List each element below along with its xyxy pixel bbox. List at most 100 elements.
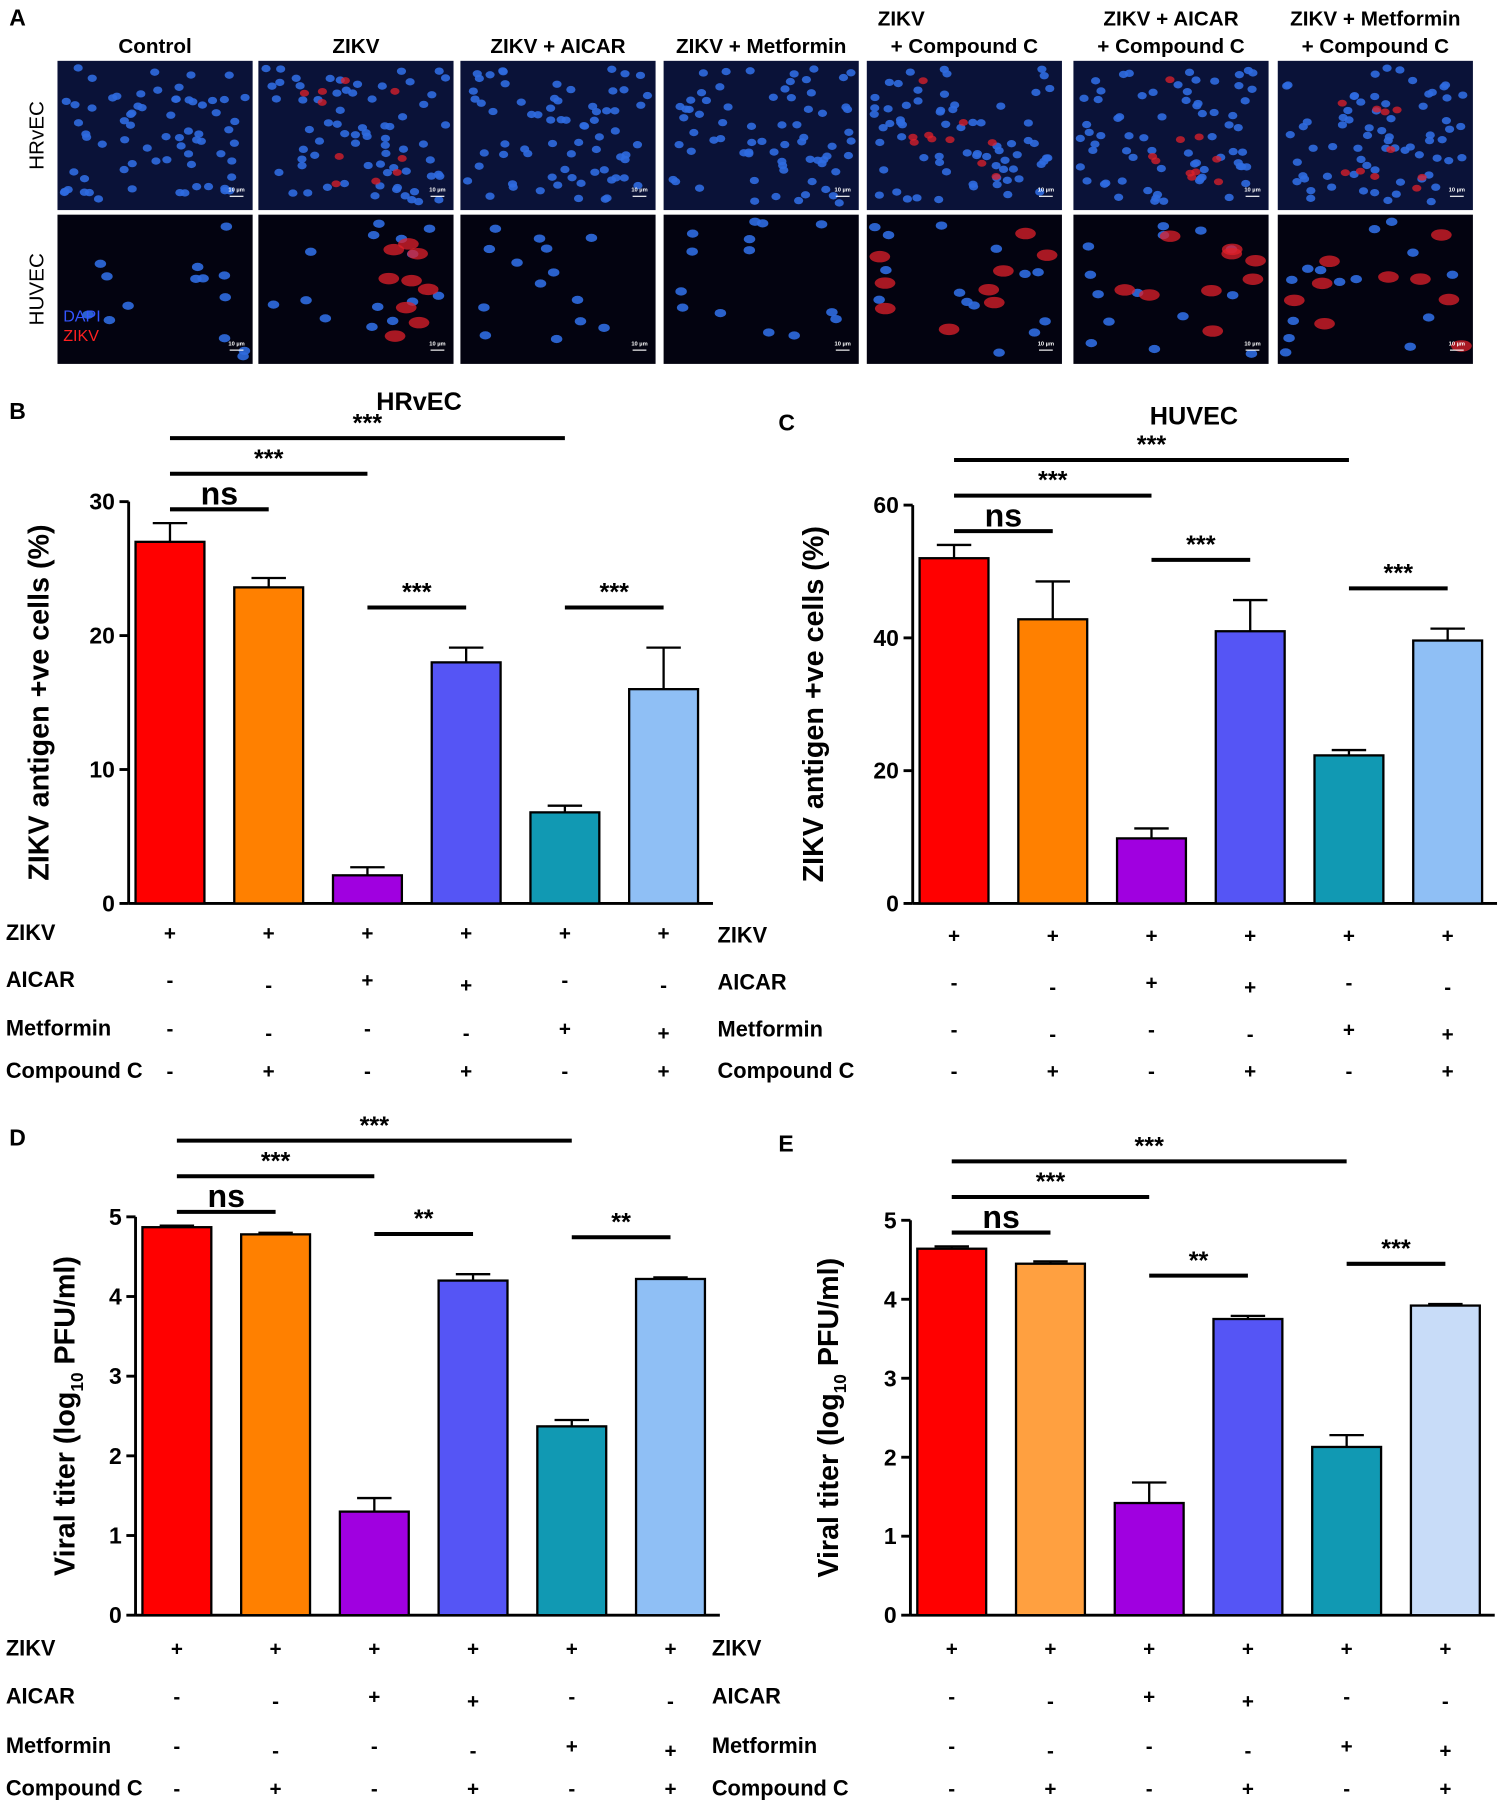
nucleus xyxy=(1285,131,1295,139)
nucleus xyxy=(216,150,226,158)
y-tick-label: 2 xyxy=(109,1443,122,1469)
treatment-sign: + xyxy=(948,924,960,947)
nucleus xyxy=(413,197,424,206)
nucleus xyxy=(778,161,788,170)
scale-label: 10 µm xyxy=(835,342,851,348)
treatment-sign: + xyxy=(1439,1777,1451,1800)
nucleus xyxy=(633,181,643,190)
virus-stain xyxy=(334,153,344,160)
treatment-sign: + xyxy=(368,1686,380,1709)
nucleus xyxy=(893,79,903,88)
virus-stain xyxy=(1386,146,1396,154)
virus-stain xyxy=(398,238,419,250)
nucleus xyxy=(610,107,620,115)
nucleus xyxy=(1350,274,1362,284)
treatment-sign: + xyxy=(658,1022,670,1045)
nucleus xyxy=(993,348,1005,357)
nucleus xyxy=(608,87,618,95)
nucleus xyxy=(1209,108,1219,117)
nucleus xyxy=(79,188,89,196)
treatment-sign: - xyxy=(1049,976,1056,999)
nucleus xyxy=(674,140,684,149)
nucleus xyxy=(1150,197,1160,205)
significance-label: ns xyxy=(207,1178,245,1214)
nucleus xyxy=(556,116,566,124)
nucleus xyxy=(1302,264,1314,273)
nucleus xyxy=(826,308,838,317)
nucleus xyxy=(935,221,948,230)
y-tick-label: 5 xyxy=(109,1204,122,1230)
nucleus xyxy=(935,108,945,116)
nucleus xyxy=(516,98,526,106)
significance-label: *** xyxy=(402,579,432,607)
nucleus xyxy=(675,287,687,296)
nucleus xyxy=(897,133,907,141)
nucleus xyxy=(523,149,533,158)
nucleus xyxy=(297,161,307,170)
nucleus xyxy=(1292,158,1302,166)
nucleus xyxy=(1183,149,1193,157)
nucleus xyxy=(73,119,84,127)
treatment-sign: + xyxy=(361,922,373,945)
virus-stain xyxy=(938,323,960,336)
nucleus xyxy=(786,94,796,102)
nucleus xyxy=(108,94,118,102)
virus-stain xyxy=(390,87,400,95)
nucleus xyxy=(934,158,945,167)
virus-stain xyxy=(1242,273,1264,285)
nucleus xyxy=(440,74,451,82)
nucleus xyxy=(696,89,707,97)
bar xyxy=(233,586,305,905)
nucleus xyxy=(1182,88,1192,96)
virus-stain xyxy=(945,136,955,144)
treatment-sign: - xyxy=(1343,1686,1350,1709)
nucleus xyxy=(996,102,1006,110)
significance-label: *** xyxy=(1384,560,1414,588)
scale-label: 10 µm xyxy=(1244,342,1260,348)
virus-stain xyxy=(1438,293,1460,306)
treatment-sign: - xyxy=(470,1740,477,1763)
nucleus xyxy=(830,314,842,324)
nucleus xyxy=(191,262,204,272)
nucleus xyxy=(882,230,895,240)
nucleus xyxy=(1382,64,1392,72)
nucleus xyxy=(1439,83,1449,91)
treatment-sign: - xyxy=(265,974,272,997)
virus-stain xyxy=(1202,325,1224,337)
nucleus xyxy=(127,185,137,193)
bar xyxy=(430,661,502,905)
treatment-sign: + xyxy=(1044,1637,1056,1660)
nucleus xyxy=(488,107,498,116)
nucleus xyxy=(718,118,728,127)
y-tick-label: 0 xyxy=(109,1602,122,1628)
nucleus xyxy=(1091,77,1101,85)
treatment-sign: - xyxy=(951,1060,958,1083)
nucleus xyxy=(485,192,495,200)
nucleus xyxy=(1444,125,1455,133)
nucleus xyxy=(468,87,478,95)
significance-label: ns xyxy=(201,476,239,512)
treatment-sign: + xyxy=(566,1637,578,1660)
nucleus xyxy=(902,195,912,203)
virus-stain xyxy=(371,177,381,185)
nucleus xyxy=(1019,269,1031,279)
nucleus xyxy=(433,170,444,179)
virus-stain xyxy=(1175,136,1186,143)
nucleus xyxy=(1003,190,1013,199)
nucleus xyxy=(350,131,360,139)
nucleus xyxy=(1377,126,1387,135)
treatment-sign: + xyxy=(1244,1060,1256,1083)
nucleus xyxy=(1343,106,1353,115)
nucleus xyxy=(668,175,678,184)
y-axis-label: Viral titer (log10 PFU/ml) xyxy=(813,1258,850,1578)
nucleus xyxy=(1338,113,1348,122)
scale-label: 10 µm xyxy=(1449,342,1465,348)
nucleus xyxy=(1032,268,1044,277)
nucleus xyxy=(621,151,631,159)
treatment-sign: + xyxy=(664,1740,676,1763)
nucleus xyxy=(511,258,523,267)
nucleus xyxy=(1306,186,1316,195)
nucleus xyxy=(227,173,237,181)
nucleus xyxy=(120,136,130,144)
nucleus xyxy=(828,192,838,200)
